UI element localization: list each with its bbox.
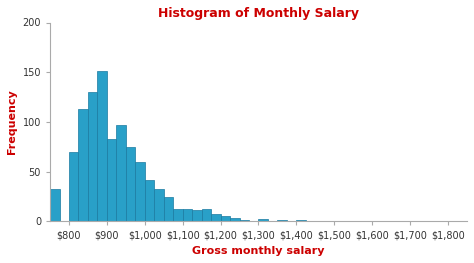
Bar (192, 210, 201, 221)
Bar (239, 220, 249, 221)
Bar (88, 92, 97, 221)
Bar (164, 197, 173, 221)
Bar (126, 147, 135, 221)
Bar (69, 152, 79, 221)
Bar (154, 189, 164, 221)
Bar (220, 216, 230, 221)
Title: Histogram of Monthly Salary: Histogram of Monthly Salary (158, 7, 359, 20)
X-axis label: Gross monthly salary: Gross monthly salary (192, 246, 325, 256)
Bar (97, 71, 107, 221)
Bar (182, 209, 192, 221)
Bar (211, 214, 220, 221)
Bar (230, 219, 239, 221)
Bar (296, 220, 306, 221)
Bar (116, 125, 126, 221)
Bar (135, 162, 145, 221)
Bar (173, 209, 182, 221)
Bar (79, 109, 88, 221)
Bar (145, 180, 154, 221)
Bar (258, 220, 268, 221)
Bar (277, 220, 287, 221)
Y-axis label: Frequency: Frequency (7, 90, 17, 154)
Bar (50, 189, 60, 221)
Bar (107, 139, 116, 221)
Bar (201, 209, 211, 221)
